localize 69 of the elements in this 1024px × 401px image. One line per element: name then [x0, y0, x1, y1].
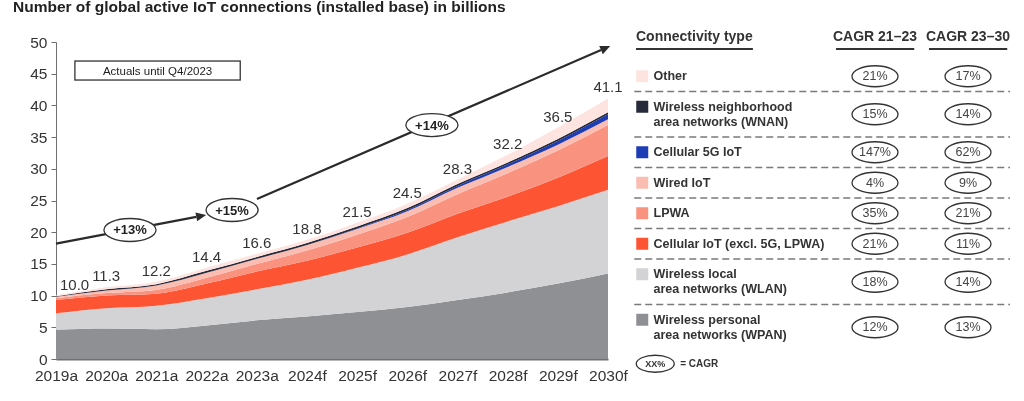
- legend-label: Cellular IoT (excl. 5G, LPWA): [653, 236, 825, 251]
- text: CAGR 21–23: [832, 28, 918, 44]
- total-label: 12.2: [141, 261, 171, 279]
- legend-label: Wireless neighborhood area networks (WNAN): [653, 99, 793, 129]
- legend-label: Cellular 5G IoT: [653, 145, 743, 160]
- text: 4%: [865, 175, 885, 190]
- text: 17%: [955, 69, 981, 84]
- y-tick-label: 30: [30, 160, 48, 178]
- x-tick-label: 2025f: [338, 366, 378, 384]
- text: 13%: [955, 320, 981, 335]
- total-label: 18.8: [292, 219, 322, 237]
- text: 35%: [862, 206, 888, 221]
- legend-label: Wireless local area networks (WLAN): [653, 267, 787, 297]
- x-tick-label: 2028f: [488, 366, 529, 384]
- legend-title: Connectivity type: [636, 28, 753, 44]
- text: 9%: [958, 175, 978, 190]
- total-label: 36.5: [543, 107, 573, 125]
- text: 21%: [955, 206, 981, 221]
- text: 21%: [862, 69, 888, 84]
- y-tick-label: 5: [38, 318, 48, 336]
- annotation: +13%: [113, 222, 148, 238]
- total-label: 14.4: [191, 247, 222, 265]
- text: 147%: [859, 145, 891, 160]
- text: 15%: [862, 107, 888, 122]
- y-tick-label: 45: [30, 65, 48, 83]
- y-tick-label: 20: [30, 223, 48, 241]
- y-tick-label: 10: [30, 287, 48, 305]
- total-label: 41.1: [593, 78, 623, 96]
- x-tick-label: 2029f: [538, 366, 579, 384]
- annotation: +15%: [215, 202, 250, 218]
- text: 14%: [955, 274, 981, 289]
- x-tick-label: 2022a: [185, 366, 229, 384]
- y-tick-label: 0: [38, 350, 48, 368]
- text: 12%: [862, 320, 888, 335]
- legend-label: LPWA: [653, 206, 690, 221]
- text: 62%: [955, 145, 981, 160]
- total-label: 10.0: [60, 275, 90, 293]
- text: = CAGR: [680, 358, 720, 370]
- annotation: Actuals until Q4/2023: [102, 64, 213, 77]
- total-label: 16.6: [242, 233, 272, 251]
- total-label: 24.5: [392, 183, 422, 201]
- legend-label: Wireless personal area networks (WPAN): [653, 312, 787, 342]
- x-tick-label: 2030f: [589, 366, 629, 384]
- x-tick-label: 2026f: [388, 366, 428, 384]
- text: 21%: [862, 236, 888, 251]
- y-tick-label: 25: [30, 192, 48, 209]
- text: 11%: [955, 236, 981, 251]
- x-tick-label: 2021a: [135, 366, 179, 384]
- x-tick-label: 2024f: [288, 366, 328, 384]
- annotation: +14%: [415, 117, 450, 133]
- x-tick-label: 2023a: [235, 366, 280, 384]
- legend-label: Other: [653, 69, 687, 84]
- text: 14%: [955, 107, 981, 122]
- x-tick-label: 2020a: [85, 366, 129, 384]
- x-tick-label: 2027f: [438, 366, 479, 384]
- text: 18%: [862, 274, 888, 289]
- x-tick-label: 2019a: [34, 366, 79, 384]
- y-tick-label: 50: [30, 33, 48, 51]
- text: CAGR 23–30: [925, 28, 1011, 44]
- legend-label: Wired IoT: [653, 175, 711, 190]
- total-label: 11.3: [92, 267, 121, 285]
- y-tick-label: 15: [30, 255, 48, 273]
- text: XX%: [645, 358, 666, 369]
- chart-title: Number of global active IoT connections (installed base) in billions: [13, 0, 506, 15]
- y-tick-label: 35: [30, 128, 48, 146]
- total-label: 21.5: [342, 202, 372, 220]
- y-tick-label: 40: [30, 96, 48, 114]
- total-label: 32.2: [493, 134, 523, 152]
- total-label: 28.3: [442, 159, 473, 177]
